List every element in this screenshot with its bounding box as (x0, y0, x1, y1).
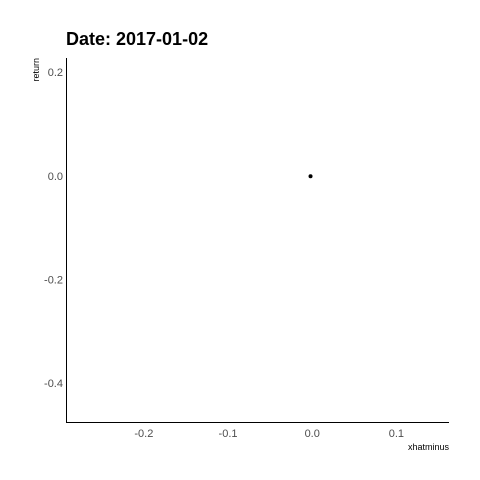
axes (66, 58, 449, 423)
y-tick-label: -0.4 (44, 378, 63, 390)
y-tick-label: -0.2 (44, 274, 63, 286)
y-axis-label: return (31, 58, 41, 82)
x-tick-label: 0.1 (389, 428, 404, 440)
x-axis-label: xhatminus (408, 442, 450, 452)
x-tick-label: -0.1 (219, 428, 238, 440)
chart-title: Date: 2017-01-02 (66, 29, 208, 49)
data-point (308, 174, 313, 179)
y-ticks: 0.2 0.0 -0.2 -0.4 (44, 67, 63, 390)
x-tick-label: -0.2 (134, 428, 153, 440)
data-points (308, 174, 313, 179)
y-tick-label: 0.0 (48, 171, 63, 183)
y-tick-label: 0.2 (48, 67, 63, 79)
x-tick-label: 0.0 (305, 428, 320, 440)
x-ticks: -0.2 -0.1 0.0 0.1 (134, 428, 404, 440)
